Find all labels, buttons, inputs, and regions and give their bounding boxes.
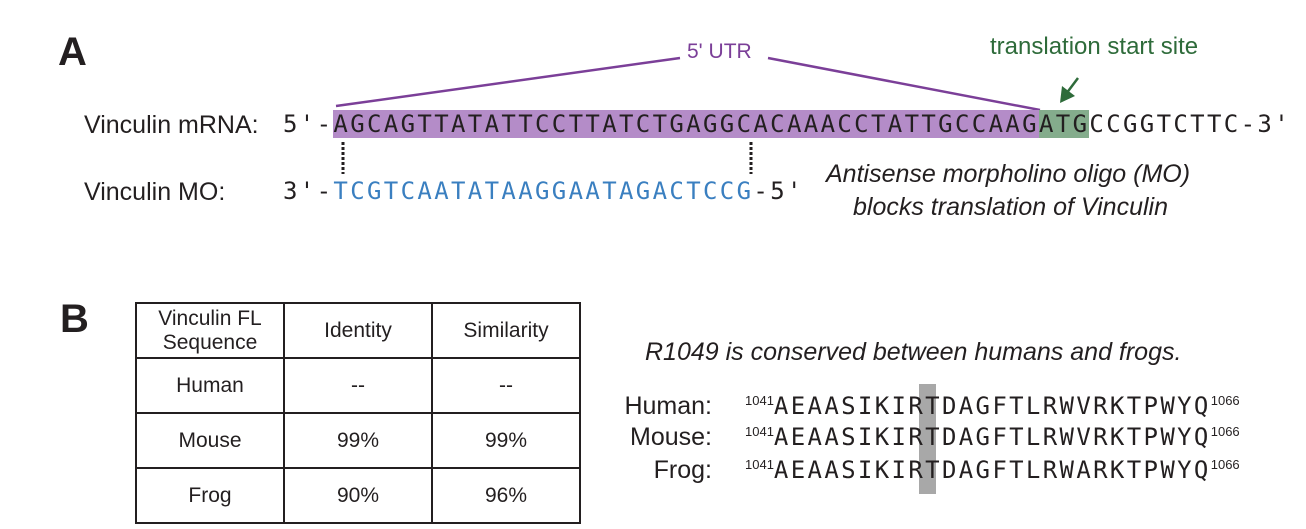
alignment-row-human: 1041AEAASIKIRTDAGFTLRWVRKTPWYQ1066 [745, 392, 1240, 420]
note-line-1: Antisense morpholino oligo (MO) [826, 160, 1191, 188]
conserved-residue: R [908, 456, 926, 484]
cell-similarity: 96% [431, 467, 581, 524]
species-frog: Frog: [653, 456, 712, 484]
mrna-label: Vinculin mRNA: [84, 111, 259, 139]
alignment-title: R1049 is conserved between humans and fr… [645, 338, 1182, 366]
note-line-2: blocks translation of Vinculin [853, 193, 1168, 221]
cell-identity: -- [283, 357, 433, 414]
alignment-row-mouse: 1041AEAASIKIRTDAGFTLRWVRKTPWYQ1066 [745, 423, 1240, 451]
end-position: 1066 [1210, 393, 1240, 408]
mo-label: Vinculin MO: [84, 178, 226, 206]
mrna-suffix: -3' [1240, 110, 1291, 138]
cell-identity: 99% [283, 412, 433, 469]
mrna-prefix: 5'- [283, 110, 334, 138]
table-row: Frog 90% 96% [135, 467, 581, 524]
conserved-residue: R [908, 423, 926, 451]
conserved-residue-highlight [919, 384, 936, 494]
end-position: 1066 [1210, 457, 1240, 472]
mo-sequence: 3'-TCGTCAATATAAGGAATAGACTCCG-5' [283, 177, 804, 205]
seq-after: TDAGFTLRWVRKTPWYQ [925, 392, 1211, 420]
species-mouse: Mouse: [630, 423, 712, 451]
start-site-label: translation start site [990, 33, 1199, 60]
panel-a-label: A [58, 30, 87, 74]
mrna-rest: CCGGTCTTC [1089, 110, 1241, 138]
mo-prefix: 3'- [283, 177, 334, 205]
header-similarity: Similarity [431, 302, 581, 359]
mrna-start-codon: ATG [1038, 110, 1090, 138]
similarity-table: Vinculin FL Sequence Identity Similarity… [135, 302, 581, 524]
alignment-row-frog: 1041AEAASIKIRTDAGFTLRWARKTPWYQ1066 [745, 456, 1240, 484]
cell-species: Frog [135, 467, 285, 524]
end-position: 1066 [1210, 424, 1240, 439]
utr-label: 5' UTR [687, 40, 752, 63]
mrna-sequence: 5'-AGCAGTTATATTCCTTATCTGAGGCACAAACCTATTG… [283, 110, 1291, 138]
cell-identity: 90% [283, 467, 433, 524]
cell-similarity: -- [431, 357, 581, 414]
seq-after: TDAGFTLRWVRKTPWYQ [925, 423, 1211, 451]
species-human: Human: [624, 392, 712, 420]
conserved-residue: R [908, 392, 926, 420]
mrna-utr: AGCAGTTATATTCCTTATCTGAGGCACAAACCTATTGCCA… [333, 110, 1039, 138]
header-identity: Identity [283, 302, 433, 359]
mo-seq: TCGTCAATATAAGGAATAGACTCCG [333, 177, 754, 205]
seq-after: TDAGFTLRWARKTPWYQ [925, 456, 1211, 484]
table-header-row: Vinculin FL Sequence Identity Similarity [135, 302, 581, 359]
start-position: 1041 [745, 393, 774, 408]
seq-before: AEAASIKI [773, 423, 909, 451]
start-position: 1041 [745, 457, 774, 472]
cell-similarity: 99% [431, 412, 581, 469]
table-row: Human -- -- [135, 357, 581, 414]
start-site-arrow-icon [1060, 77, 1079, 103]
cell-species: Mouse [135, 412, 285, 469]
seq-before: AEAASIKI [773, 392, 909, 420]
seq-before: AEAASIKI [773, 456, 909, 484]
table-row: Mouse 99% 99% [135, 412, 581, 469]
mo-suffix: -5' [753, 177, 804, 205]
utr-bracket-left [335, 56, 681, 108]
utr-bracket-right [767, 56, 1041, 112]
start-position: 1041 [745, 424, 774, 439]
panel-b-label: B [60, 297, 89, 341]
header-sequence: Vinculin FL Sequence [135, 302, 285, 359]
cell-species: Human [135, 357, 285, 414]
